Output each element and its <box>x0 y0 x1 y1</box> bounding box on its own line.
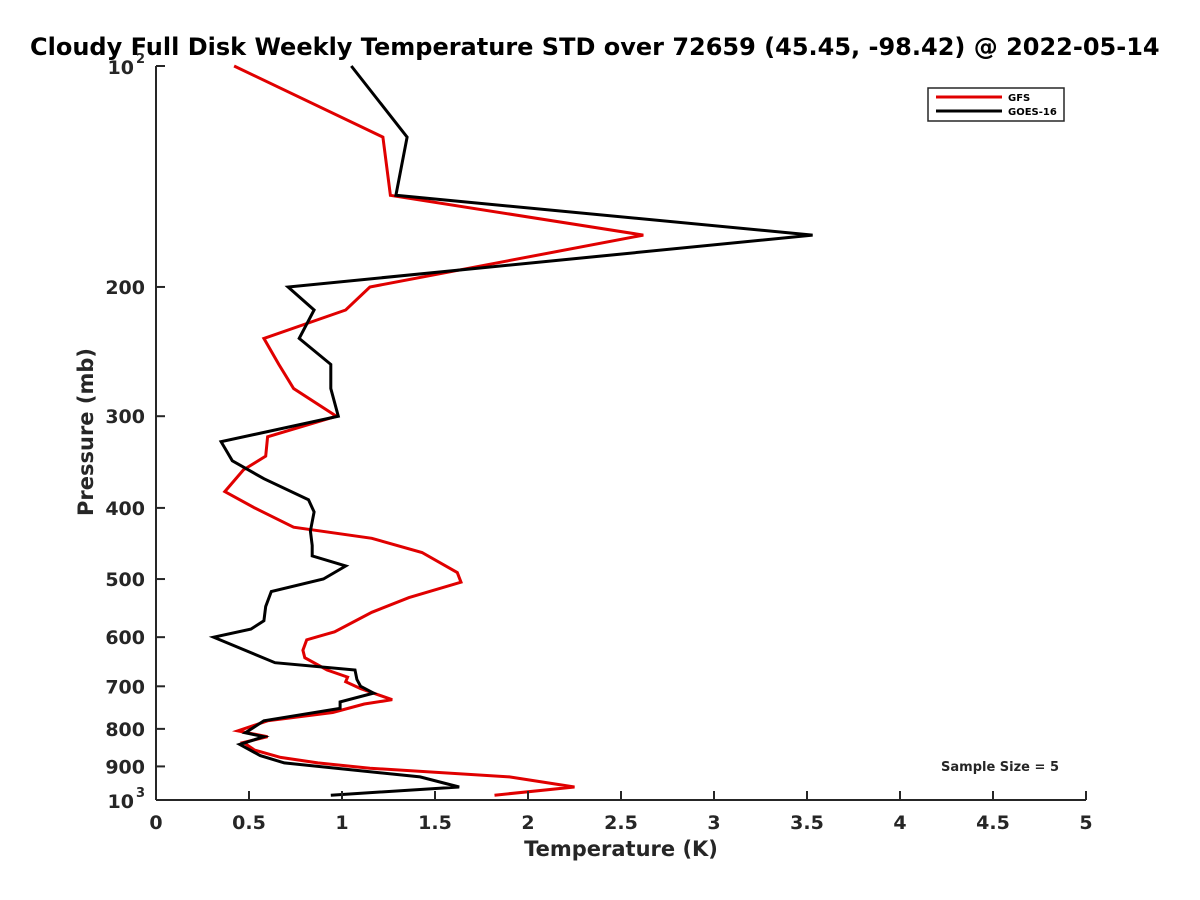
y-tick-label: 900 <box>105 756 145 778</box>
x-tick-label: 5 <box>1079 812 1092 834</box>
y-tick-base: 10 <box>108 791 134 813</box>
legend-label: GFS <box>1008 93 1030 104</box>
x-tick-label: 1 <box>335 812 348 834</box>
sample-size-annotation: Sample Size = 5 <box>941 760 1059 775</box>
y-tick-label: 400 <box>105 498 145 520</box>
x-tick-label: 4 <box>893 812 906 834</box>
series-layer <box>208 64 813 797</box>
y-tick-label: 200 <box>105 277 145 299</box>
plot-background <box>156 66 1086 800</box>
x-axis-label: Temperature (K) <box>524 837 718 861</box>
x-tick-label: 0.5 <box>232 812 266 834</box>
x-tick-label: 2.5 <box>604 812 638 834</box>
y-tick-label: 210 <box>108 52 145 79</box>
y-tick-label: 500 <box>105 569 145 591</box>
x-tick-label: 2 <box>521 812 534 834</box>
y-axis-label: Pressure (mb) <box>74 348 98 516</box>
y-tick-label: 800 <box>105 719 145 741</box>
chart-title: Cloudy Full Disk Weekly Temperature STD … <box>30 33 1160 61</box>
x-tick-label: 0 <box>149 812 162 834</box>
x-tick-label: 4.5 <box>976 812 1010 834</box>
legend-box <box>927 87 1065 122</box>
series-line-goes-16 <box>208 65 813 797</box>
y-tick-label: 300 <box>105 406 145 428</box>
y-tick-base: 10 <box>108 57 134 79</box>
y-tick-label: 600 <box>105 627 145 649</box>
plot-area: 0 0.5 1 1.5 2 2.5 3 3.5 4 4.5 52102003004005006007… <box>105 52 1092 834</box>
legend: GFS GOES-16 <box>927 87 1065 122</box>
axes-layer: 0 0.5 1 1.5 2 2.5 3 3.5 4 4.5 52102003004005006007… <box>105 52 1092 834</box>
x-tick-label: 3 <box>707 812 720 834</box>
x-tick-label: 1.5 <box>418 812 452 834</box>
y-tick-exponent: 3 <box>136 786 145 801</box>
x-tick-label: 3.5 <box>790 812 824 834</box>
legend-label: GOES-16 <box>1008 107 1057 118</box>
y-tick-label: 310 <box>108 786 145 813</box>
y-tick-exponent: 2 <box>136 52 145 67</box>
y-tick-label: 700 <box>105 676 145 698</box>
